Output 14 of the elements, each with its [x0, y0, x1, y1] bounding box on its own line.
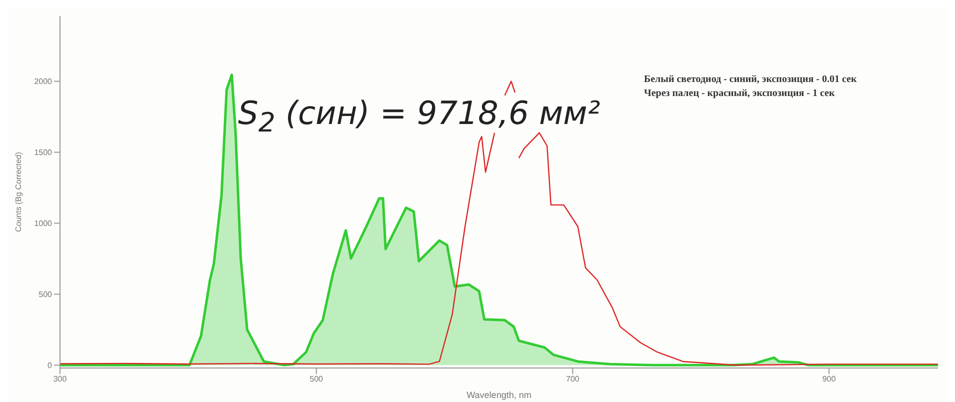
- y-tick-label: 1500: [34, 148, 53, 158]
- y-axis-title: Counts (Bg Corrected): [14, 152, 23, 232]
- x-tick-label: 300: [53, 374, 68, 384]
- x-tick-label: 700: [566, 374, 580, 384]
- annotation: Через палец - красный, экспозиция - 1 сек: [644, 88, 835, 99]
- y-tick-label: 1000: [34, 219, 53, 228]
- x-tick-label: 900: [822, 374, 836, 384]
- annotation: S$_{2}$ (син) = 9718,6 мм²: [238, 94, 600, 138]
- y-tick-label: 0: [48, 361, 53, 370]
- x-tick-label: 500: [310, 374, 324, 384]
- x-axis-title: Wavelength, nm: [466, 390, 532, 400]
- y-tick-label: 500: [38, 290, 53, 300]
- y-tick-label: 2000: [34, 77, 53, 86]
- annotation: Белый светодиод - синий, экспозиция - 0.01 сек: [644, 74, 857, 85]
